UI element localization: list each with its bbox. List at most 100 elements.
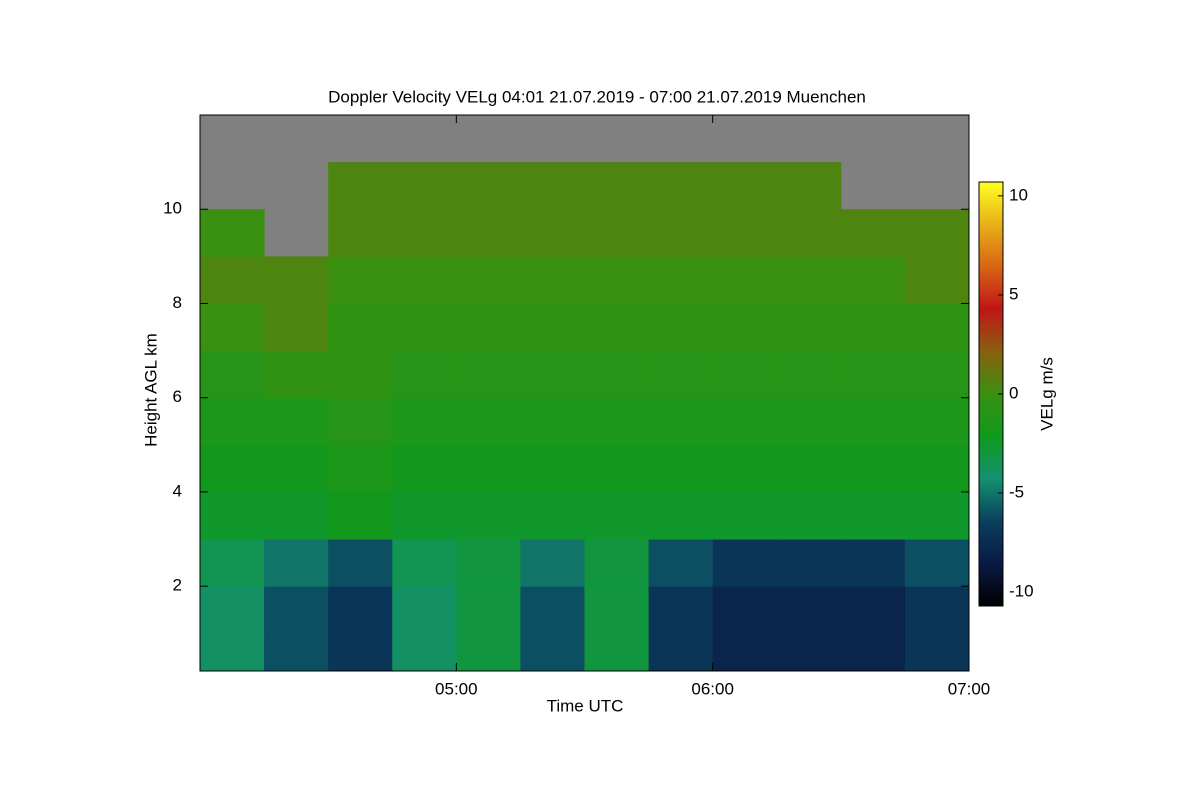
heatmap-cell (520, 444, 585, 493)
heatmap-cell (264, 303, 329, 352)
heatmap-cell (456, 539, 521, 587)
heatmap-cell (584, 162, 650, 210)
heatmap-cell (584, 209, 650, 257)
heatmap-cell (200, 633, 265, 671)
heatmap-cell (392, 303, 457, 352)
heatmap-cell (456, 303, 521, 352)
heatmap-cell (520, 633, 585, 671)
heatmap-cell (200, 586, 265, 634)
heatmap-cell (840, 350, 906, 399)
y-tick-label: 6 (173, 387, 182, 406)
heatmap-cell (392, 397, 457, 446)
heatmap-cell (264, 350, 329, 399)
x-axis-label: Time UTC (547, 696, 624, 715)
heatmap-cell (904, 633, 969, 671)
heatmap-cell (328, 539, 393, 587)
heatmap-cell (904, 397, 969, 446)
heatmap-cell (904, 256, 969, 304)
heatmap-cell (840, 444, 906, 493)
x-tick-label: 05:00 (435, 679, 478, 698)
heatmap-cell (648, 397, 714, 446)
x-tick-label: 06:00 (691, 679, 734, 698)
heatmap-cell (904, 350, 969, 399)
heatmap-cell (712, 491, 778, 540)
heatmap-cell (456, 444, 521, 493)
heatmap-cell (200, 256, 265, 304)
heatmap-cell (904, 444, 969, 493)
heatmap-cell (328, 586, 393, 634)
heatmap-cell (840, 491, 906, 540)
heatmap-cell (456, 586, 521, 634)
heatmap-cell (584, 303, 650, 352)
heatmap-cell (776, 162, 842, 210)
colorbar-tick-label: -10 (1009, 582, 1034, 601)
heatmap-cell (648, 539, 714, 587)
heatmap-cell (200, 303, 265, 352)
colorbar-tick-label: 10 (1009, 185, 1028, 204)
heatmap-cell (200, 491, 265, 540)
heatmap-cell (584, 633, 650, 671)
heatmap-cell (840, 539, 906, 587)
colorbar-label: VELg m/s (1037, 357, 1056, 431)
heatmap-cell (840, 586, 906, 634)
y-tick-label: 4 (173, 481, 182, 500)
heatmap-cell (776, 633, 842, 671)
y-tick-label: 8 (173, 293, 182, 312)
heatmap-cell (328, 256, 393, 304)
heatmap-cell (264, 586, 329, 634)
heatmap-cell (200, 209, 265, 257)
heatmap-cell (328, 303, 393, 352)
heatmap-cell (904, 209, 969, 257)
heatmap-cell (328, 444, 393, 493)
heatmap-cell (392, 209, 457, 257)
heatmap-cell (840, 397, 906, 446)
heatmap-cell (776, 303, 842, 352)
heatmap-cell (200, 444, 265, 493)
heatmap-cell (200, 350, 265, 399)
heatmap-cell (328, 162, 393, 210)
heatmap-cell (520, 397, 585, 446)
heatmap-cell (520, 586, 585, 634)
heatmap-cell (648, 444, 714, 493)
heatmap-cell (520, 539, 585, 587)
heatmap-cell (776, 586, 842, 634)
heatmap-cell (584, 397, 650, 446)
heatmap-cell (904, 491, 969, 540)
heatmap-cell (456, 209, 521, 257)
colorbar-tick-label: 0 (1009, 383, 1018, 402)
heatmap-cell (584, 444, 650, 493)
heatmap-cell (264, 444, 329, 493)
heatmap-cell (648, 350, 714, 399)
heatmap-cell (520, 303, 585, 352)
heatmap-cell (776, 209, 842, 257)
heatmap-cell (328, 491, 393, 540)
heatmap-cell (776, 397, 842, 446)
heatmap-cell (712, 209, 778, 257)
heatmap-cell (648, 491, 714, 540)
heatmap-cell (392, 633, 457, 671)
heatmap-cell (456, 256, 521, 304)
heatmap-cell (776, 491, 842, 540)
heatmap-cell (520, 491, 585, 540)
heatmap-cell (264, 256, 329, 304)
heatmap-cell (392, 491, 457, 540)
heatmap-cell (392, 350, 457, 399)
heatmap-cell (456, 633, 521, 671)
heatmap-cell (712, 397, 778, 446)
heatmap-cell (712, 444, 778, 493)
heatmap-cell (584, 256, 650, 304)
heatmap-cell (904, 539, 969, 587)
heatmap-cell (712, 539, 778, 587)
heatmap-cell (584, 350, 650, 399)
heatmap-cell (584, 491, 650, 540)
heatmap-cell (904, 586, 969, 634)
heatmap-cell (520, 350, 585, 399)
y-axis-label: Height AGL km (141, 333, 160, 447)
heatmap-cell (712, 256, 778, 304)
heatmap-cell (840, 633, 906, 671)
heatmap-cell (392, 444, 457, 493)
heatmap-cell (840, 209, 906, 257)
heatmap-cell (456, 491, 521, 540)
heatmap-cell (776, 539, 842, 587)
